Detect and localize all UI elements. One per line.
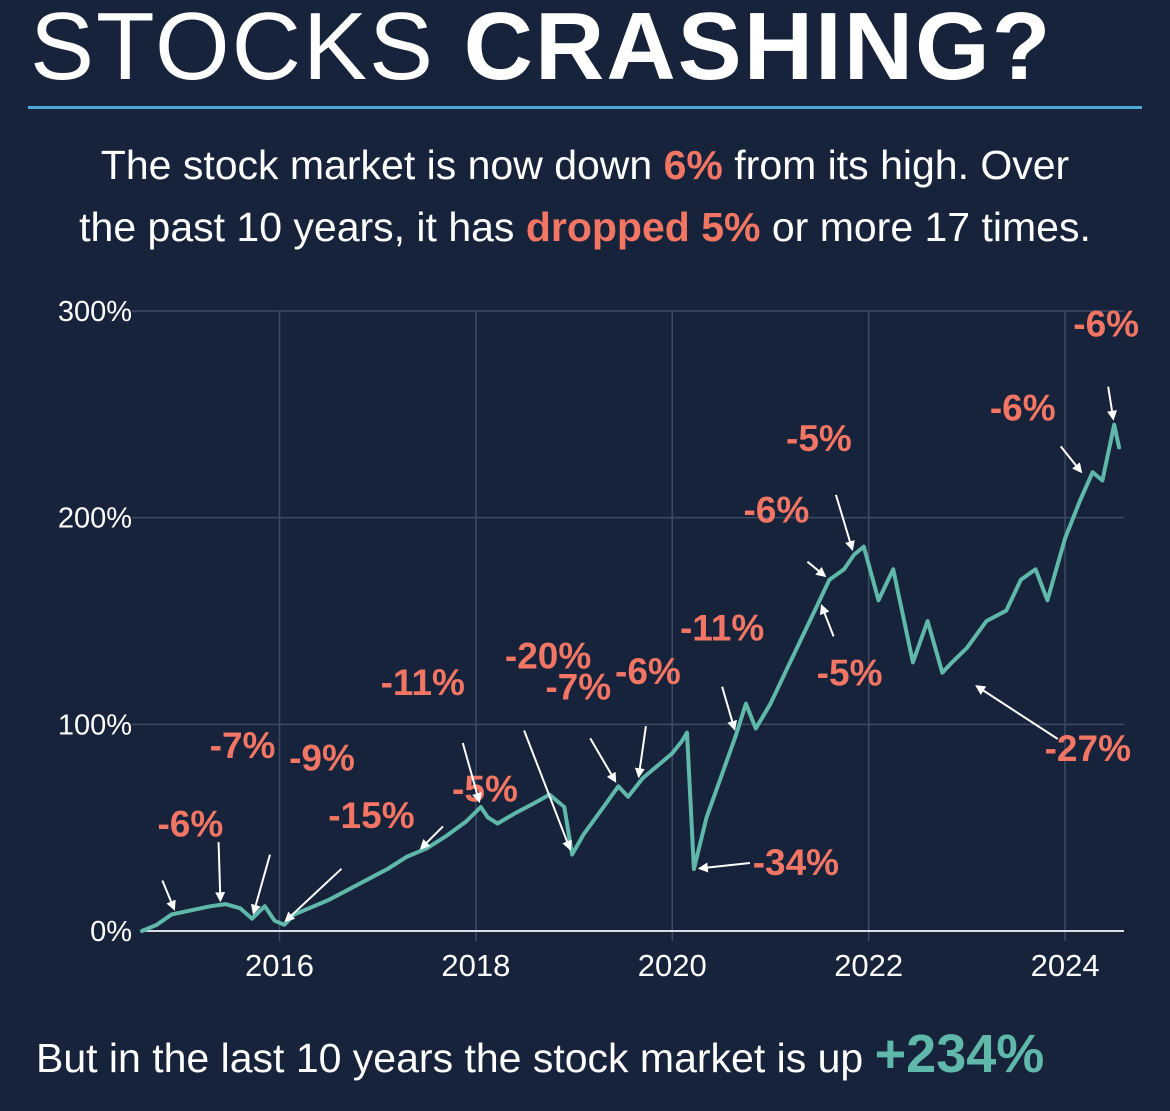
intro-text: The stock market is now down 6% from its… [0,134,1170,258]
y-tick-label: 100% [58,709,132,741]
drop-annotation-label: -34% [753,842,839,883]
x-tick-label: 2020 [638,948,707,983]
annotation-arrow [523,730,572,851]
axes: 0% 100% 200% 300% 2016 2018 2020 2022 2024 [58,296,1124,983]
x-tick-label: 2022 [834,948,903,983]
annotation-arrow [1059,445,1083,474]
annotation-arrow [419,825,444,850]
y-tick-label: 0% [90,916,132,948]
annotations: -6%-7% -9%-15%-5%-11%-20%-7% -6%-34%-11%-5… [157,304,1139,923]
annotation-arrow [461,742,482,804]
annotation-arrow [250,854,271,915]
annotation-arrow [634,726,647,779]
drop-annotation-label: -11% [680,608,764,649]
drop-annotation-label: -5% [817,652,883,693]
intro-text-3: the past 10 years, it has [79,204,526,250]
grid [132,310,1124,941]
drop-annotation-label: -5% [786,418,852,459]
drop-annotation-label: -9% [289,738,355,779]
x-tick-label: 2016 [245,948,314,983]
headline-light: STOCKS [30,0,435,100]
headline: STOCKS CRASHING? [30,0,1150,102]
series-layer [140,422,1122,933]
drop-annotation-label: -27% [1045,728,1131,769]
drop-annotation-label: -6% [990,387,1056,428]
x-tick-label: 2024 [1031,948,1100,983]
drop-annotation-label: -6% [615,651,681,692]
footer-text-main: But in the last 10 years the stock marke… [36,1035,875,1081]
drop-annotation-label: -7% [545,666,611,707]
drop-annotation-label: -6% [157,803,223,844]
annotation-arrow [215,842,226,903]
footer-text: But in the last 10 years the stock marke… [36,1024,1156,1088]
drop-annotation-label: -7% [210,725,276,766]
intro-text-1: The stock market is now down [100,142,664,188]
annotation-arrow [834,494,855,552]
annotation-arrow [697,862,750,873]
drop-annotation-label: -20% [505,636,591,677]
drop-annotation-label: -6% [1073,304,1139,345]
y-tick-label: 200% [58,503,132,535]
drop-annotation-label: -15% [328,795,414,836]
annotation-arrow [721,686,737,731]
headline-bold: CRASHING? [463,0,1053,100]
intro-highlight-2: dropped 5% [525,204,761,250]
headline-rule [28,106,1142,109]
drop-annotation-label: -11% [381,662,465,703]
annotation-arrow [161,880,176,911]
intro-highlight-1: 6% [663,142,723,188]
annotation-arrow [589,737,617,783]
series-line [140,422,1122,933]
annotation-arrow [806,560,827,578]
intro-text-4: or more 17 times. [760,204,1091,250]
annotation-arrow [819,604,835,637]
drop-annotation-label: -5% [452,768,518,809]
footer-highlight: +234% [874,1024,1045,1084]
annotation-arrow [1107,386,1117,421]
annotation-arrow [284,868,343,923]
intro-text-2: from its high. Over [722,142,1070,188]
annotation-arrow [975,685,1059,740]
drop-annotation-label: -6% [743,490,809,531]
y-tick-label: 300% [58,296,132,328]
x-tick-label: 2018 [441,948,510,983]
